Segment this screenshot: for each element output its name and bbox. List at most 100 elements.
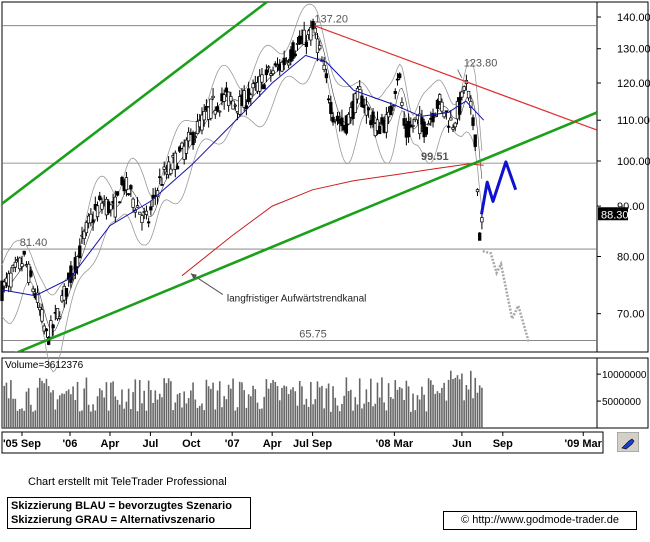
candle-body <box>460 91 464 98</box>
candle-body <box>215 106 220 111</box>
candle-body <box>158 176 162 179</box>
candle-body <box>446 126 451 128</box>
candle-body <box>375 119 380 131</box>
candle-body <box>209 98 213 119</box>
candle-body <box>180 142 184 149</box>
candle-body <box>309 26 313 41</box>
candle-body <box>366 107 371 111</box>
candle-body <box>126 193 131 195</box>
candle-body <box>264 69 269 76</box>
candle-body <box>138 211 142 215</box>
y-axis-tick-label: 130.00 <box>617 44 650 56</box>
candle-body <box>478 232 482 241</box>
candle-body <box>244 105 249 110</box>
candle-body <box>75 256 80 267</box>
source-url-box[interactable]: © http://www.godmode-trader.de <box>443 511 637 530</box>
candle-body <box>389 105 393 116</box>
candle-body <box>384 114 389 133</box>
source-url[interactable]: http://www.godmode-trader.de <box>472 514 619 526</box>
current-price-label: 88.30 <box>601 209 629 221</box>
legend-blue-scenario: Skizzierung BLAU = bevorzugtes Szenario <box>11 500 232 512</box>
y-axis-tick-label: 100.00 <box>617 156 650 168</box>
candle-body <box>38 306 42 311</box>
candle-body <box>29 270 33 277</box>
x-axis-tick-label: Oct <box>182 438 201 450</box>
candle-body <box>98 195 102 201</box>
candle-body <box>431 113 435 123</box>
candle-body <box>20 263 24 267</box>
candle-body <box>453 122 457 128</box>
candle-body <box>129 185 133 190</box>
y-axis-tick-label: 140.00 <box>617 12 650 24</box>
candle-body <box>195 121 200 135</box>
candle-body <box>9 272 13 288</box>
candle-body <box>406 121 411 138</box>
annotation-label: 123.80 <box>464 58 498 70</box>
scenario-legend: Skizzierung BLAU = bevorzugtes Szenario … <box>7 497 251 529</box>
candle-body <box>251 83 255 89</box>
candle-body <box>393 91 397 94</box>
candle-body <box>311 20 315 30</box>
legend-gray-scenario: Skizzierung GRAU = Alternativszenario <box>11 514 216 526</box>
candle-body <box>360 95 364 108</box>
scenario-blue-path <box>480 160 518 215</box>
candle-body <box>426 123 431 126</box>
x-axis-tick-label: Apr <box>263 438 283 450</box>
candle-body <box>260 74 264 83</box>
candle-body <box>346 114 351 125</box>
annotation-arrow-head <box>190 273 197 280</box>
y-axis-tick-label: 80.00 <box>617 252 645 264</box>
candle-body <box>326 98 331 101</box>
candle-body <box>144 210 149 215</box>
candle-body <box>291 42 295 59</box>
candle-body <box>329 102 333 115</box>
candle-body <box>249 94 253 99</box>
moving-average-blue-line <box>1 54 485 297</box>
candle-body <box>322 64 326 71</box>
candle-body <box>200 114 204 131</box>
candle-body <box>166 161 171 176</box>
candle-body <box>118 201 122 204</box>
candle-body <box>58 316 62 319</box>
settings-wrench-icon[interactable] <box>617 432 639 452</box>
candle-body <box>229 96 233 102</box>
trendline-channel_upper <box>2 2 268 205</box>
candle-body <box>318 45 322 50</box>
candle-body <box>22 250 26 255</box>
x-axis-tick-label: Jul <box>142 438 158 450</box>
candle-body <box>218 110 222 113</box>
volume-axis-frame <box>596 357 649 429</box>
candle-body <box>89 213 93 224</box>
candle-body <box>266 66 271 69</box>
candle-body <box>242 90 246 108</box>
candle-body <box>313 27 317 34</box>
x-axis-tick-label: Jul Sep <box>293 438 332 450</box>
x-axis-tick-label: Jun <box>452 438 472 450</box>
candle-body <box>124 177 129 191</box>
candle-body <box>31 288 35 292</box>
x-axis-tick-label: '07 <box>225 438 240 450</box>
candle-body <box>193 136 197 139</box>
x-axis-tick-label: '06 <box>63 438 78 450</box>
candle-body <box>222 94 226 102</box>
candle-body <box>480 217 484 223</box>
candle-body <box>340 117 344 127</box>
candle-body <box>211 95 215 99</box>
candle-body <box>100 202 104 210</box>
candle-body <box>149 206 153 211</box>
x-axis-frame <box>1 431 604 454</box>
candle-body <box>471 117 475 126</box>
candle-body <box>135 205 140 208</box>
candle-body <box>169 168 173 174</box>
candle-body <box>358 86 362 90</box>
candle-body <box>371 111 375 124</box>
candle-body <box>233 104 237 107</box>
candle-body <box>449 117 453 121</box>
candle-body <box>0 280 4 302</box>
candle-body <box>213 110 217 115</box>
annotation-label: 81.40 <box>20 237 48 249</box>
candle-body <box>146 221 151 224</box>
annotation-label: 99.51 <box>421 151 449 163</box>
candle-body <box>284 60 289 62</box>
